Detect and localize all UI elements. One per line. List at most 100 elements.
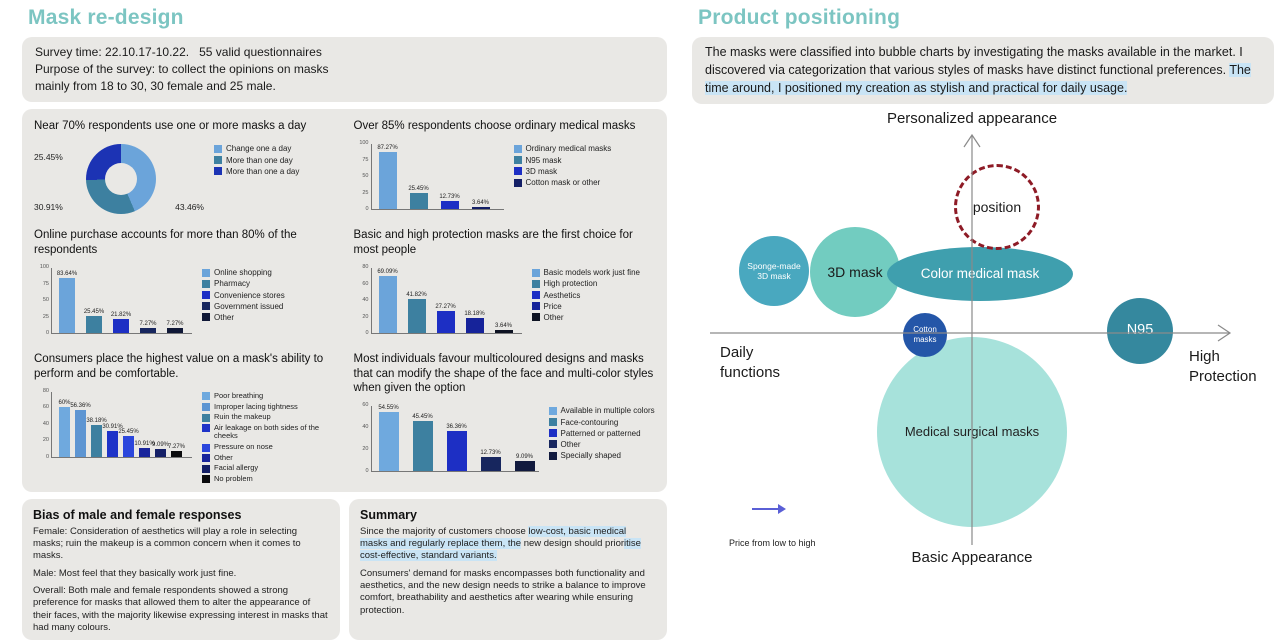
y-axis-tick-label: 40 — [362, 424, 369, 431]
bar-group: 7.27% — [167, 267, 184, 334]
price-high-swatch — [790, 488, 812, 530]
bar — [75, 410, 86, 457]
y-axis-tick-label: 75 — [42, 280, 49, 287]
legend-swatch — [214, 144, 222, 153]
chart-choice-factors: Basic and high protection masks are the … — [354, 226, 656, 342]
bias-male-text: Male: Most feel that they basically work… — [33, 567, 237, 579]
bar-group: 18.18% — [464, 267, 485, 334]
legend-item: Ruin the makeup — [202, 413, 336, 422]
chart-title: Over 85% respondents choose ordinary med… — [353, 120, 636, 133]
legend-item: Available in multiple colors — [548, 406, 656, 415]
chart-mask-problems: Consumers place the highest value on a m… — [34, 350, 336, 485]
y-axis-tick-label: 50 — [362, 173, 369, 180]
y-axis-tick-label: 40 — [362, 297, 369, 304]
legend-swatch — [548, 451, 557, 460]
legend-item-label: Air leakage on both sides of the cheeks — [214, 422, 320, 441]
bar-group: 41.82% — [406, 267, 427, 334]
donut-slice-label: 43.46% — [175, 202, 204, 213]
bias-box: Bias of male and female responses Female… — [22, 498, 340, 640]
legend-swatch — [214, 167, 222, 176]
text-segment: The masks were classified into bubble ch… — [705, 45, 1243, 77]
bar-plot-area: 0 25 50 75 100 83.64% 25.45% 21.82% 7.27% 7.27% — [40, 264, 192, 336]
text-segment: new design should prior — [521, 537, 625, 549]
y-axis-tick-label: 20 — [362, 313, 369, 320]
bar-group: 27.27% — [435, 267, 456, 334]
bar-group: 7.27% — [168, 391, 185, 457]
bar-group: 9.09% — [514, 405, 535, 472]
bar — [107, 431, 118, 457]
legend-item: Other — [202, 313, 336, 322]
bar-value-label: 41.82% — [406, 291, 427, 298]
legend-item: High protection — [531, 279, 656, 288]
arrow-low-to-high-icon — [752, 504, 786, 514]
bar-group: 38.18% — [86, 391, 107, 457]
bar-value-label: 69.09% — [377, 269, 398, 276]
legend-item-label: Ordinary medical masks — [525, 144, 612, 154]
bar-group: 69.09% — [377, 267, 398, 334]
legend-item-label: Pharmacy — [214, 279, 251, 289]
bar — [465, 318, 484, 334]
legend-item-label: Improper lacing tightness — [214, 401, 298, 411]
bar — [480, 457, 501, 472]
legend-item: Cotton mask or other — [513, 178, 656, 187]
legend-item: Other — [548, 440, 656, 449]
bar-value-label: 12.73% — [480, 450, 501, 457]
bar-group: 30.91% — [102, 391, 123, 457]
bar-value-label: 25.45% — [83, 309, 105, 316]
legend-item: Facial allergy — [202, 464, 336, 473]
bubble-3d-mask: 3D mask — [810, 227, 900, 317]
bar-value-label: 27.27% — [435, 303, 456, 310]
bias-box-heading: Bias of male and female responses — [33, 507, 242, 522]
legend-swatch — [202, 291, 210, 300]
axis-label-personalized-appearance: Personalized appearance — [886, 110, 1058, 127]
donut: 43.46% 30.91% 25.45% — [34, 144, 204, 215]
legend-item: Basic models work just fine — [531, 268, 656, 277]
legend-item-label: Specially shaped — [560, 451, 621, 461]
y-axis-tick-label: 80 — [362, 264, 369, 271]
chart-title: Near 70% respondents use one or more mas… — [34, 120, 307, 133]
summary-paragraph-2: Consumers' demand for masks encompasses … — [360, 567, 646, 616]
bar — [409, 192, 428, 210]
bar-plot-area: 0 25 50 75 100 87.27% 25.45% 12.73% 3.64% — [359, 140, 504, 212]
bar-group: 36.36% — [446, 405, 467, 472]
legend-swatch — [548, 440, 557, 449]
bubble-medical-surgical-masks: Medical surgical masks — [877, 337, 1067, 527]
bar — [378, 151, 397, 210]
legend-item: Patterned or patterned — [548, 429, 656, 438]
legend-item: More than one a day — [214, 167, 336, 176]
survey-sample-line: mainly from 18 to 30, 30 female and 25 m… — [35, 79, 276, 94]
donut-chart: 43.46% 30.91% 25.45% — [34, 136, 204, 218]
bar-chart: 0 20 40 60 80 69.09% 41.82% 27.27% 18.18% 3.64% — [354, 260, 522, 342]
legend-item: Aesthetics — [531, 291, 656, 300]
bar-group: 54.55% — [378, 405, 399, 472]
chart-legend: Change one a day More than one day More th… — [204, 136, 336, 178]
legend-item-label: Poor breathing — [214, 390, 264, 400]
bar-group: 87.27% — [377, 143, 398, 210]
bar-group: 56.36% — [70, 391, 91, 457]
bar-value-label: 38.18% — [86, 418, 107, 425]
y-axis-tick-label: 20 — [362, 446, 369, 453]
legend-item: Change one a day — [214, 144, 336, 153]
chart-legend: Available in multiple colors Face-contour… — [539, 398, 656, 462]
legend-item: Ordinary medical masks — [513, 144, 656, 154]
legend-swatch — [513, 178, 522, 187]
bar-value-label: 60% — [58, 400, 71, 407]
legend-swatch — [548, 429, 557, 438]
bar-chart: 0 20 40 60 80 60% 56.36% 38.18% 30.91% 25.45% 10.9… — [34, 384, 192, 466]
legend-swatch — [202, 392, 210, 401]
bar-value-label: 54.55% — [378, 405, 399, 412]
summary-box-heading: Summary — [360, 507, 417, 522]
legend-swatch — [202, 454, 210, 463]
donut-slice-label: 25.45% — [34, 152, 63, 163]
bar-plot-area: 0 20 40 60 80 60% 56.36% 38.18% 30.91% 25.45% 10.9… — [43, 388, 192, 460]
bar-value-label: 3.64% — [471, 200, 489, 207]
y-axis-tick-label: 80 — [42, 387, 49, 394]
legend-item: Improper lacing tightness — [202, 401, 336, 412]
bias-female-text: Female: Consideration of aesthetics will… — [33, 525, 301, 562]
bar-group: 12.73% — [439, 143, 460, 210]
chart-legend: Basic models work just fine High protecti… — [522, 260, 656, 324]
chart-title: Online purchase accounts for more than 8… — [34, 229, 297, 256]
bar — [446, 431, 467, 472]
survey-purpose-line: Purpose of the survey: to collect the op… — [35, 62, 329, 77]
legend-item: Convenience stores — [202, 291, 336, 300]
